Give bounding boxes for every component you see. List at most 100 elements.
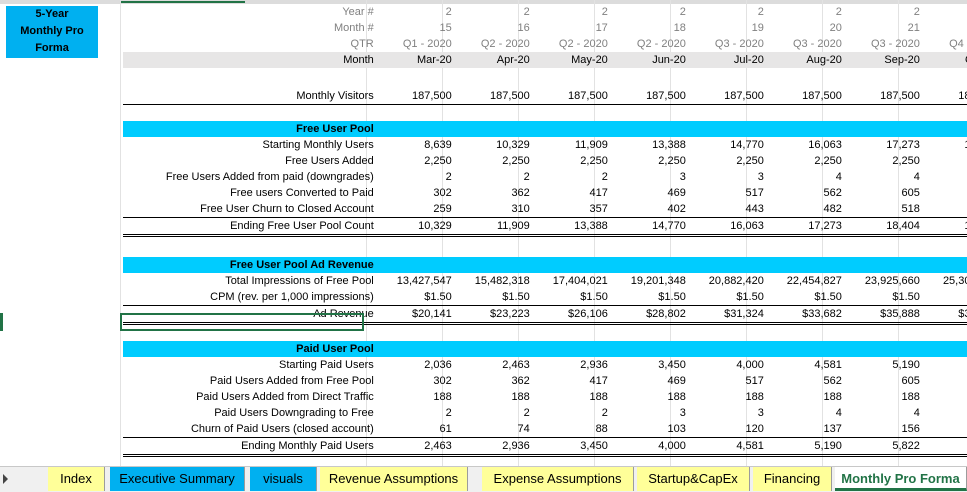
header-cell[interactable]: 20 [829,22,842,34]
value-cell[interactable]: $1.50 [502,291,530,303]
value-cell[interactable]: 482 [823,203,842,215]
value-cell[interactable]: 187,500 [531,88,610,105]
header-cell[interactable]: 2 [835,6,842,18]
total-cell[interactable]: $26,106 [531,305,610,325]
value-cell[interactable]: 74 [517,423,530,435]
value-cell[interactable]: 187,500 [687,88,766,105]
value-cell[interactable]: 302 [433,375,452,387]
value-cell[interactable]: $1.50 [892,291,920,303]
value-cell[interactable]: 644 [922,185,967,201]
section-title[interactable]: Paid User Pool [123,341,376,357]
value-cell[interactable]: 188 [667,391,686,403]
value-cell[interactable]: 644 [922,373,967,389]
value-cell[interactable]: 5 [922,405,967,421]
total-cell[interactable]: 2,936 [453,437,532,457]
header-cell[interactable]: Q3 - 2020 [870,38,920,50]
row-label[interactable]: Monthly Visitors [123,88,376,105]
value-cell[interactable]: 188 [745,391,764,403]
value-cell[interactable]: 4 [835,171,842,183]
value-cell[interactable]: 357 [589,203,608,215]
value-cell[interactable]: 88 [595,423,608,435]
value-cell[interactable]: 188 [511,391,530,403]
row-label[interactable]: Free User Churn to Closed Account [200,203,374,215]
value-cell[interactable]: 2,936 [580,359,608,371]
row-label[interactable]: CPM (rev. per 1,000 impressions) [210,291,374,303]
value-cell[interactable]: 605 [901,187,920,199]
value-cell[interactable]: $1.50 [736,291,764,303]
value-cell[interactable]: 605 [901,375,920,387]
total-cell[interactable]: 3,450 [531,437,610,457]
value-cell[interactable]: 3 [679,407,686,419]
sheet-tab-revenue-assumptions[interactable]: Revenue Assumptions [320,467,468,491]
value-cell[interactable]: 4,581 [814,359,842,371]
header-cell[interactable]: 2 [679,6,686,18]
header-cell[interactable]: Oct-20 [921,52,967,68]
value-cell[interactable]: 175 [922,421,967,438]
total-cell[interactable]: 19,463 [921,217,967,237]
header-cell[interactable]: 2 [913,6,920,18]
header-cell[interactable]: Aug-20 [765,52,844,68]
sheet-tab-financing[interactable]: Financing [753,467,832,491]
value-cell[interactable]: 2 [601,171,608,183]
total-cell[interactable]: 5,822 [843,437,922,457]
value-cell[interactable]: 188 [823,391,842,403]
sheet-tab-expense-assumptions[interactable]: Expense Assumptions [482,467,634,491]
value-cell[interactable]: 3 [679,171,686,183]
header-cell[interactable]: 2 [922,4,967,20]
value-cell[interactable]: 187,500 [843,88,922,105]
total-cell[interactable]: 11,909 [453,217,532,237]
total-cell[interactable]: $31,324 [687,305,766,325]
value-cell[interactable]: 61 [439,423,452,435]
header-cell[interactable]: 19 [751,22,764,34]
total-cell[interactable]: 16,063 [687,217,766,237]
row-label[interactable]: Churn of Paid Users (closed account) [190,423,374,435]
section-title[interactable]: Free User Pool [123,121,376,137]
value-cell[interactable]: 10,329 [496,139,530,151]
value-cell[interactable]: 3 [757,407,764,419]
value-cell[interactable]: 552 [922,201,967,218]
value-cell[interactable]: 13,388 [652,139,686,151]
value-cell[interactable]: 188 [589,391,608,403]
value-cell[interactable]: 2 [523,171,530,183]
header-cell[interactable]: 18 [673,22,686,34]
total-cell[interactable]: 18,404 [843,217,922,237]
value-cell[interactable]: 188 [922,389,967,405]
value-cell[interactable]: 2,250 [580,155,608,167]
header-cell[interactable]: Q1 - 2020 [402,38,452,50]
value-cell[interactable]: 17,273 [886,139,920,151]
total-cell[interactable]: 10,329 [375,217,454,237]
value-cell[interactable]: 23,925,660 [864,275,920,287]
value-cell[interactable]: 362 [511,187,530,199]
value-cell[interactable]: 443 [745,203,764,215]
value-cell[interactable]: 14,770 [730,139,764,151]
header-cell[interactable]: Sep-20 [843,52,922,68]
value-cell[interactable]: $1.50 [814,291,842,303]
value-cell[interactable]: 2 [445,171,452,183]
row-label[interactable]: Paid Users Downgrading to Free [214,407,374,419]
value-cell[interactable]: 156 [901,423,920,435]
total-cell[interactable]: 5,190 [765,437,844,457]
value-cell[interactable]: 11,909 [574,139,608,151]
row-label[interactable]: Free Users Added from paid (downgrades) [165,171,374,183]
value-cell[interactable]: 2,250 [892,155,920,167]
value-cell[interactable]: 187,500 [375,88,454,105]
value-cell[interactable]: 4 [835,407,842,419]
header-cell[interactable]: Q3 - 2020 [714,38,764,50]
total-cell[interactable]: 4,000 [609,437,688,457]
value-cell[interactable]: 19,201,348 [630,275,686,287]
value-cell[interactable]: 187,500 [609,88,688,105]
value-cell[interactable]: 25,301,547 [942,275,967,287]
header-cell[interactable]: 21 [907,22,920,34]
sheet-tab-monthly-pro-forma[interactable]: Monthly Pro Forma [835,467,967,491]
total-cell[interactable]: 17,273 [765,217,844,237]
value-cell[interactable]: 120 [745,423,764,435]
value-cell[interactable]: 8,639 [424,139,452,151]
value-cell[interactable]: 13,427,547 [396,275,452,287]
value-cell[interactable]: 16,063 [808,139,842,151]
value-cell[interactable]: 188 [901,391,920,403]
value-cell[interactable]: 2,250 [424,155,452,167]
row-label[interactable]: Starting Monthly Users [262,139,374,151]
header-cell[interactable]: Q4 - 2020 [949,38,967,50]
value-cell[interactable]: 2,463 [502,359,530,371]
row-label[interactable]: Paid Users Added from Direct Traffic [196,391,374,403]
